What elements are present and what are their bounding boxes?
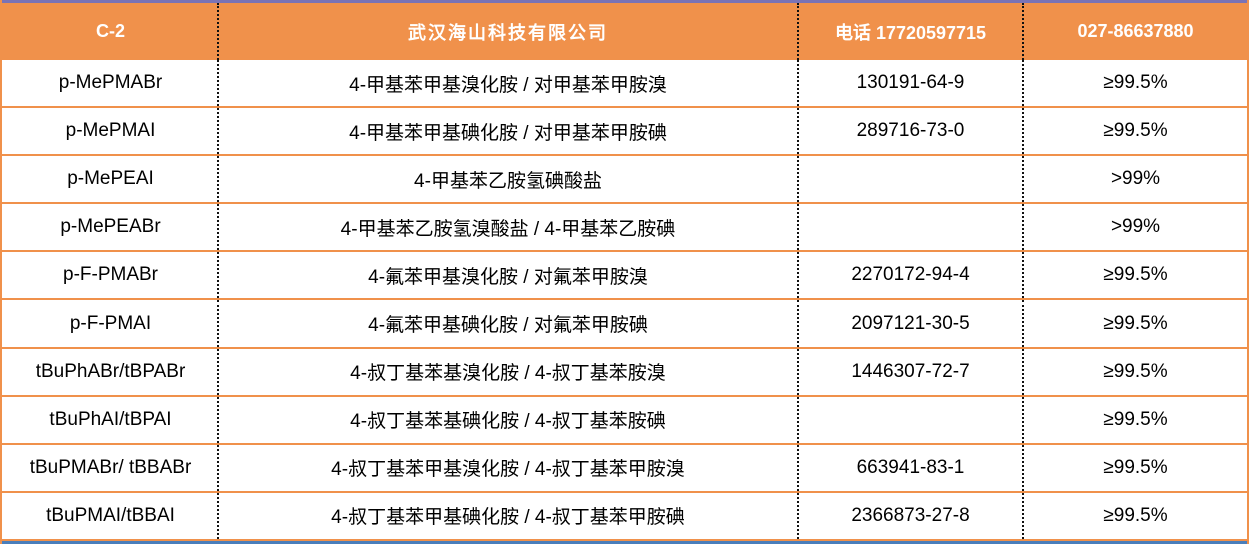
- chinese-name-cell: 4-甲基苯乙胺氢溴酸盐 / 4-甲基苯乙胺碘: [217, 204, 797, 251]
- purity-cell: ≥99.5%: [1022, 396, 1247, 443]
- product-code-cell: p-MePMAI: [65, 120, 156, 142]
- cas-number-cell: 130191-64-9: [797, 60, 1022, 107]
- cas-number-cell: 2270172-94-4: [797, 252, 1022, 299]
- product-code-cell: p-MePMABr: [58, 72, 163, 94]
- table-row: tBuPhAI/tBPAI 4-叔丁基苯基碘化胺 / 4-叔丁基苯胺碘 ≥99.…: [2, 396, 1247, 445]
- bottom-rule: [2, 540, 1247, 544]
- product-code-cell: tBuPMAI/tBBAI: [46, 504, 175, 526]
- purity-cell: >99%: [1022, 204, 1247, 251]
- chinese-name-cell: 4-甲基苯甲基碘化胺 / 对甲基苯甲胺碘: [217, 108, 797, 155]
- table-row: p-F-PMABr 4-氟苯甲基溴化胺 / 对氟苯甲胺溴 2270172-94-…: [2, 252, 1247, 301]
- table-row: p-MePMAI 4-甲基苯甲基碘化胺 / 对甲基苯甲胺碘 289716-73-…: [2, 108, 1247, 157]
- chinese-name-cell: 4-甲基苯乙胺氢碘酸盐: [217, 156, 797, 203]
- cas-number-cell: [797, 396, 1022, 443]
- cas-number-cell: 2097121-30-5: [797, 300, 1022, 347]
- purity-cell: ≥99.5%: [1022, 348, 1247, 395]
- product-code-cell: tBuPMABr/ tBBABr: [29, 456, 192, 478]
- cas-number-cell: [797, 204, 1022, 251]
- table-row: p-MePEAI 4-甲基苯乙胺氢碘酸盐 >99%: [2, 156, 1247, 205]
- header-code-cell: C-2: [95, 21, 125, 41]
- chinese-name-cell: 4-叔丁基苯甲基碘化胺 / 4-叔丁基苯甲胺碘: [217, 492, 797, 539]
- chinese-name-cell: 4-叔丁基苯甲基溴化胺 / 4-叔丁基苯甲胺溴: [217, 444, 797, 491]
- chinese-name-cell: 4-叔丁基苯基溴化胺 / 4-叔丁基苯胺溴: [217, 348, 797, 395]
- top-rule: [2, 0, 1247, 3]
- product-code-cell: p-MePEABr: [60, 216, 161, 238]
- purity-cell: ≥99.5%: [1022, 252, 1247, 299]
- cas-number-cell: 1446307-72-7: [797, 348, 1022, 395]
- cas-number-cell: [797, 156, 1022, 203]
- header-company-cell: 武汉海山科技有限公司: [217, 3, 797, 60]
- purity-cell: ≥99.5%: [1022, 300, 1247, 347]
- chinese-name-cell: 4-氟苯甲基碘化胺 / 对氟苯甲胺碘: [217, 300, 797, 347]
- product-code-cell: p-F-PMAI: [69, 312, 152, 334]
- chinese-name-cell: 4-氟苯甲基溴化胺 / 对氟苯甲胺溴: [217, 252, 797, 299]
- purity-cell: ≥99.5%: [1022, 492, 1247, 539]
- chinese-name-cell: 4-叔丁基苯基碘化胺 / 4-叔丁基苯胺碘: [217, 396, 797, 443]
- cas-number-cell: 289716-73-0: [797, 108, 1022, 155]
- table-row: p-MePMABr 4-甲基苯甲基溴化胺 / 对甲基苯甲胺溴 130191-64…: [2, 60, 1247, 109]
- purity-cell: ≥99.5%: [1022, 108, 1247, 155]
- header-landline-cell: 027-86637880: [1022, 3, 1247, 60]
- product-code-cell: tBuPhABr/tBPABr: [35, 360, 186, 382]
- purity-cell: ≥99.5%: [1022, 444, 1247, 491]
- table-row: p-MePEABr 4-甲基苯乙胺氢溴酸盐 / 4-甲基苯乙胺碘 >99%: [2, 204, 1247, 253]
- product-code-cell: tBuPhAI/tBPAI: [49, 408, 172, 430]
- table-row: tBuPhABr/tBPABr 4-叔丁基苯基溴化胺 / 4-叔丁基苯胺溴 14…: [2, 348, 1247, 397]
- cas-number-cell: 663941-83-1: [797, 444, 1022, 491]
- table-header-row: C-2 武汉海山科技有限公司 电话 17720597715 027-866378…: [2, 3, 1247, 60]
- table-row: p-F-PMAI 4-氟苯甲基碘化胺 / 对氟苯甲胺碘 2097121-30-5…: [2, 300, 1247, 349]
- table-row: tBuPMABr/ tBBABr 4-叔丁基苯甲基溴化胺 / 4-叔丁基苯甲胺溴…: [2, 444, 1247, 493]
- table-row: tBuPMAI/tBBAI 4-叔丁基苯甲基碘化胺 / 4-叔丁基苯甲胺碘 23…: [2, 492, 1247, 541]
- product-code-cell: p-F-PMABr: [63, 264, 158, 286]
- cas-number-cell: 2366873-27-8: [797, 492, 1022, 539]
- header-phone-cell: 电话 17720597715: [797, 3, 1022, 60]
- product-code-cell: p-MePEAI: [67, 168, 154, 190]
- chinese-name-cell: 4-甲基苯甲基溴化胺 / 对甲基苯甲胺溴: [217, 60, 797, 107]
- purity-cell: >99%: [1022, 156, 1247, 203]
- purity-cell: ≥99.5%: [1022, 60, 1247, 107]
